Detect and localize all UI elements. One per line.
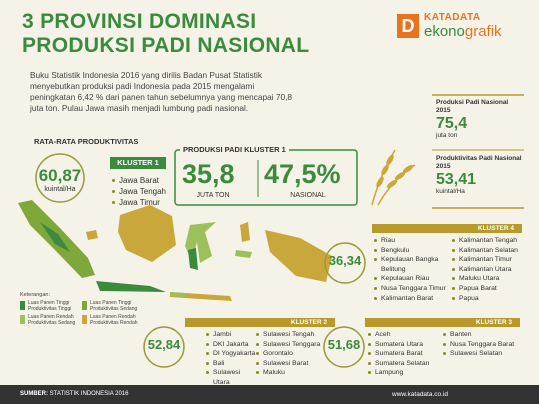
brand-bottom: ekonografik (424, 23, 502, 40)
footer-url: www.katadata.co.id (392, 391, 449, 398)
production-label: PRODUKSI PADI KLUSTER 1 (180, 145, 289, 154)
province-list: Jambi DKI Jakarta DI Yogyakarta Bali Sulawes… (206, 330, 256, 388)
legend-item: Luas Panen Rendah Produktivitas Rendah (82, 314, 142, 326)
national-production: Produksi Padi Nasional 2015 75,4 juta to… (436, 99, 522, 139)
province: Lampung (368, 368, 443, 378)
legend-item: Luas Panen Rendah Produktivitas Sedang (20, 314, 80, 326)
production-unit: JUTA TON (196, 192, 230, 199)
stat-value: 75,4 (436, 115, 468, 132)
title: 3 PROVINSI DOMINASI PRODUKSI PADI NASION… (22, 10, 309, 58)
legend-title: Keterangan: (20, 292, 50, 298)
province-list: Jawa Barat Jawa Tengah Jawa Timur (112, 175, 166, 208)
brand-part: grafik (464, 23, 502, 40)
province: Nusa Tenggara Barat (443, 340, 523, 350)
province-list: Kalimantan Tengah Kalimantan Selatan Kalim… (452, 236, 524, 303)
province: Maluku Utara (452, 274, 524, 284)
legend-text: Luas Panen Rendah Produktivitas Sedang (28, 314, 76, 326)
stat-label: Produktivitas Padi Nasional 2015 (436, 155, 522, 170)
avg-value: 60,87 (38, 166, 82, 185)
title-line: 3 PROVINSI DOMINASI (22, 10, 257, 33)
share-label: NASIONAL (290, 192, 326, 199)
cluster-avg: 51,68 (327, 337, 361, 352)
title-line: PRODUKSI PADI NASIONAL (22, 34, 310, 57)
legend-swatch (20, 301, 25, 310)
brand-part: ekono (424, 23, 465, 40)
province: Kepulauan Bangka Belitung (374, 255, 452, 274)
legend-item: Luas Panen Tinggi Produktivitas Tinggi (20, 300, 80, 312)
footer (0, 385, 539, 404)
province: Papua (452, 294, 524, 304)
province: Kalimantan Timur (452, 255, 524, 265)
legend-swatch (82, 315, 87, 324)
province: DI Yogyakarta (206, 349, 256, 359)
province: Sumatera Utara (368, 340, 443, 350)
legend-swatch (20, 315, 25, 324)
cluster-avg: 36,34 (328, 253, 362, 268)
province: Bali (206, 359, 256, 369)
province: Sulawesi Utara (206, 368, 256, 387)
cluster-label: KLUSTER 4 (372, 224, 522, 233)
avg-label: RATA-RATA PRODUKTIVITAS (34, 137, 139, 146)
legend-item: Luas Panen Tinggi Produktivitas Sedang (82, 300, 142, 312)
province-list: Sulawesi Tengah Sulawesi Tenggara Gorontal… (256, 330, 336, 378)
province: Aceh (368, 330, 443, 340)
legend-text: Luas Panen Tinggi Produktivitas Sedang (90, 300, 138, 312)
province: Kalimantan Barat (374, 294, 452, 304)
province: Kalimantan Utara (452, 265, 524, 275)
stat-label: Produksi Padi Nasional 2015 (436, 99, 509, 114)
province: Sulawesi Barat (256, 359, 336, 369)
province: Bengkulu (374, 246, 452, 256)
intro-text: Buku Statistik Indonesia 2016 yang diril… (30, 70, 293, 113)
legend-text: Luas Panen Rendah Produktivitas Rendah (90, 314, 138, 326)
brand-top: KATADATA (424, 12, 481, 23)
province: Sumatera Selatan (368, 359, 443, 369)
province: Jawa Barat (112, 175, 166, 186)
province: Sulawesi Tengah (256, 330, 336, 340)
province: Kalimantan Selatan (452, 246, 524, 256)
province-list: Riau Bengkulu Kepulauan Bangka Belitung Kep… (374, 236, 452, 303)
source-label: SUMBER: (20, 391, 48, 397)
avg-unit: kuintal/Ha (44, 186, 76, 193)
province: Maluku (256, 368, 336, 378)
footer-source: SUMBER: STATISTIK INDONESIA 2016 (20, 391, 128, 397)
province: Sumatera Barat (368, 349, 443, 359)
province-list: Banten Nusa Tenggara Barat Sulawesi Selata… (443, 330, 523, 359)
cluster-avg: 52,84 (147, 337, 181, 352)
province: Jawa Tengah (112, 186, 166, 197)
province: Kepulauan Riau (374, 274, 452, 284)
source: STATISTIK INDONESIA 2016 (49, 391, 129, 397)
stat-unit: kuintal/Ha (436, 188, 465, 195)
share-value: 47,5% (264, 159, 341, 189)
cluster-label: KLUSTER 2 (185, 318, 335, 327)
legend-swatch (82, 301, 87, 310)
province: Sulawesi Selatan (443, 349, 523, 359)
province: Gorontalo (256, 349, 336, 359)
province-list: Aceh Sumatera Utara Sumatera Barat Sumatera… (368, 330, 443, 378)
province: Jawa Timur (112, 197, 166, 208)
province: Riau (374, 236, 452, 246)
province: Banten (443, 330, 523, 340)
province: Nusa Tenggara Timur (374, 284, 452, 294)
province: Papua Barat (452, 284, 524, 294)
cluster-label: KLUSTER 3 (365, 318, 520, 327)
legend-text: Luas Panen Tinggi Produktivitas Tinggi (28, 300, 72, 312)
logo-mark: D (397, 14, 419, 38)
cluster-label: KLUSTER 1 (110, 157, 166, 169)
stat-value: 53,41 (436, 171, 477, 188)
province: Jambi (206, 330, 256, 340)
province: DKI Jakarta (206, 340, 256, 350)
province: Kalimantan Tengah (452, 236, 524, 246)
stat-unit: juta ton (436, 132, 458, 139)
production-value: 35,8 (182, 159, 235, 189)
national-productivity: Produktivitas Padi Nasional 2015 53,41 k… (436, 155, 522, 195)
province: Sulawesi Tenggara (256, 340, 336, 350)
